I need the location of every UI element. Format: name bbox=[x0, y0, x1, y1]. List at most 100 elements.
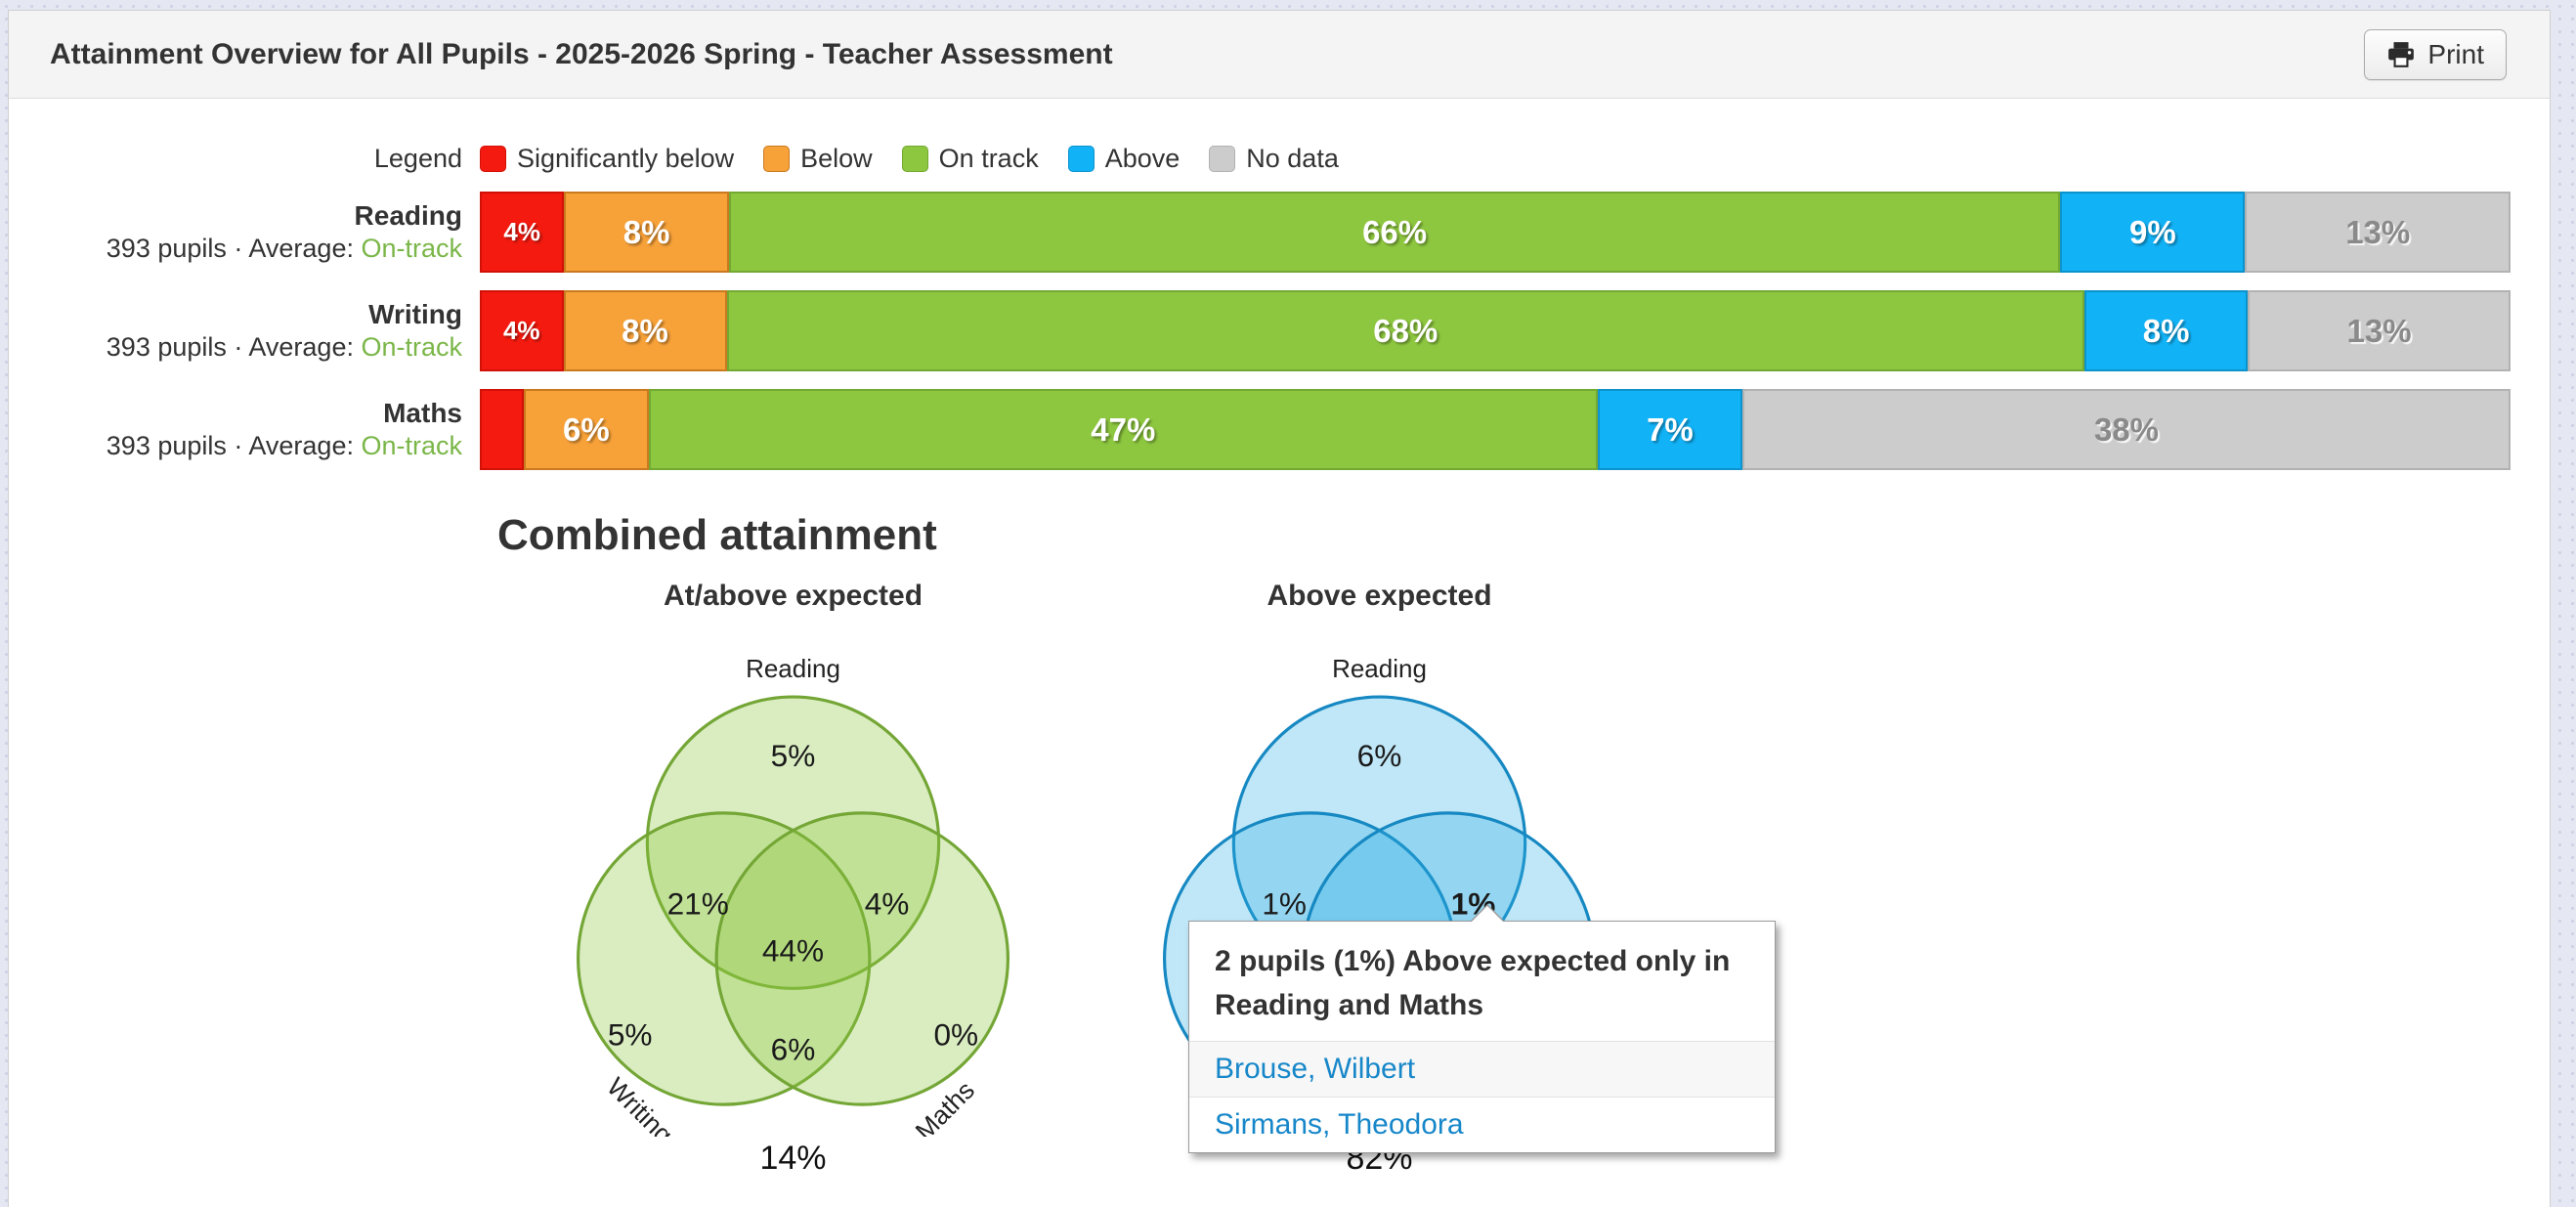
legend-item-no-data: No data bbox=[1209, 144, 1339, 174]
bar-segment-on-track[interactable]: 47% bbox=[648, 389, 1598, 470]
subject-info: 393 pupils · Average: On-track bbox=[9, 430, 462, 463]
segment-label: 68% bbox=[1373, 312, 1438, 349]
segment-label: 6% bbox=[563, 410, 610, 448]
bar-segment-below[interactable]: 8% bbox=[564, 192, 729, 273]
bar-row-maths: Maths 393 pupils · Average: On-track 6% … bbox=[9, 389, 2550, 470]
bar-segment-below[interactable]: 8% bbox=[563, 290, 727, 371]
tooltip-title: 2 pupils (1%) Above expected only in Rea… bbox=[1215, 945, 1731, 1021]
bar-segment-above[interactable]: 9% bbox=[2060, 192, 2246, 273]
segment-label: 13% bbox=[2346, 312, 2412, 349]
pupil-link[interactable]: Sirmans, Theodora bbox=[1215, 1108, 1464, 1141]
subject-average: On-track bbox=[361, 431, 462, 461]
segment-label: 8% bbox=[622, 312, 668, 349]
segment-label: 7% bbox=[1647, 410, 1694, 448]
bar-row-writing: Writing 393 pupils · Average: On-track 4… bbox=[9, 290, 2550, 371]
venn-circle-reading[interactable] bbox=[645, 695, 941, 990]
bar-segment-below[interactable]: 6% bbox=[524, 389, 649, 470]
segment-label: 38% bbox=[2093, 410, 2160, 448]
bar-segment-above[interactable]: 8% bbox=[2084, 290, 2249, 371]
venn-subtitle: At/above expected bbox=[663, 580, 923, 612]
bar-segment-no-data[interactable]: 13% bbox=[2248, 290, 2511, 371]
venn-region-reading-writing[interactable]: 1% bbox=[1262, 886, 1307, 922]
subject-name: Reading bbox=[354, 200, 462, 232]
segment-label: 9% bbox=[2128, 213, 2176, 250]
attainment-bar-writing: 4% 8% 68% 8% 13% bbox=[480, 290, 2511, 371]
bar-segment-above[interactable]: 7% bbox=[1597, 389, 1742, 470]
venn-circle-maths[interactable] bbox=[714, 811, 1009, 1106]
header-bar: Attainment Overview for All Pupils - 202… bbox=[9, 11, 2550, 99]
venn-region-reading-only[interactable]: 6% bbox=[1357, 738, 1402, 773]
segment-label: 66% bbox=[1362, 213, 1428, 250]
print-icon bbox=[2386, 41, 2416, 68]
venn-chart-green: 5% 21% 4% 44% 5% 6% 0% Writing Maths bbox=[577, 695, 1009, 1137]
legend-swatch-on-track bbox=[901, 146, 928, 172]
venn-region-all-three[interactable]: 44% bbox=[762, 933, 824, 969]
bar-segment-on-track[interactable]: 68% bbox=[726, 290, 2085, 371]
venn-region-maths-only[interactable]: 0% bbox=[934, 1016, 979, 1052]
bar-row-label-maths: Maths 393 pupils · Average: On-track bbox=[9, 396, 480, 463]
bar-row-label-reading: Reading 393 pupils · Average: On-track bbox=[9, 198, 480, 266]
venn-circle-writing[interactable] bbox=[577, 811, 872, 1106]
bar-segment-no-data[interactable]: 38% bbox=[1741, 389, 2512, 470]
subject-average: On-track bbox=[361, 234, 462, 264]
legend-item-label: No data bbox=[1246, 144, 1339, 173]
combined-attainment-title: Combined attainment bbox=[497, 511, 937, 559]
attainment-bar-reading: 4% 8% 66% 9% 13% bbox=[480, 192, 2511, 273]
bar-row-label-writing: Writing 393 pupils · Average: On-track bbox=[9, 297, 480, 365]
attainment-bar-maths: 6% 47% 7% 38% bbox=[480, 389, 2512, 470]
page-title: Attainment Overview for All Pupils - 202… bbox=[50, 37, 1113, 70]
legend-item-below: Below bbox=[763, 144, 873, 174]
legend-item-above: Above bbox=[1067, 144, 1181, 174]
print-button-label: Print bbox=[2427, 38, 2484, 69]
segment-label: 13% bbox=[2345, 213, 2411, 250]
legend-swatch-significantly-below bbox=[480, 146, 506, 172]
pupil-link[interactable]: Brouse, Wilbert bbox=[1215, 1053, 1416, 1085]
legend-item-label: Significantly below bbox=[517, 144, 735, 173]
print-button[interactable]: Print bbox=[2364, 28, 2507, 80]
subject-name: Writing bbox=[368, 299, 462, 330]
venn-at-above-expected: At/above expected Reading 5% 21% 4% 44% … bbox=[571, 580, 1015, 1178]
legend-item-label: Above bbox=[1104, 144, 1181, 173]
tooltip-pupil-row[interactable]: Sirmans, Theodora bbox=[1189, 1097, 1775, 1152]
subject-info-prefix: 393 pupils · Average: bbox=[106, 332, 362, 363]
legend-item-label: On track bbox=[938, 144, 1039, 173]
subject-name: Maths bbox=[383, 398, 462, 429]
legend-swatch-no-data bbox=[1209, 146, 1236, 172]
venn-region-reading-maths[interactable]: 4% bbox=[865, 886, 910, 922]
legend-item-on-track: On track bbox=[901, 144, 1039, 174]
venn-subtitle: Above expected bbox=[1267, 580, 1492, 612]
tooltip-pupil-row[interactable]: Brouse, Wilbert bbox=[1189, 1041, 1775, 1097]
bar-segment-significantly-below[interactable]: 4% bbox=[480, 192, 565, 273]
venn-circle-label-reading: Reading bbox=[1332, 654, 1427, 683]
bar-segment-significantly-below[interactable]: 4% bbox=[480, 290, 564, 371]
segment-label: 4% bbox=[503, 217, 540, 246]
subject-info: 393 pupils · Average: On-track bbox=[9, 233, 462, 266]
venn-outside-percentage[interactable]: 14% bbox=[759, 1140, 827, 1177]
segment-label: 8% bbox=[2142, 312, 2190, 349]
legend-item-significantly-below: Significantly below bbox=[480, 144, 734, 174]
subject-average: On-track bbox=[361, 332, 462, 363]
segment-label: 47% bbox=[1091, 410, 1156, 448]
venn-region-writing-maths[interactable]: 6% bbox=[771, 1032, 816, 1067]
legend-label: Legend bbox=[373, 144, 462, 173]
venn-region-reading-only[interactable]: 5% bbox=[771, 738, 816, 773]
bar-segment-on-track[interactable]: 66% bbox=[728, 192, 2061, 273]
legend: Legend Significantly below Below On trac… bbox=[9, 144, 2550, 174]
venn-region-writing-only[interactable]: 5% bbox=[608, 1016, 653, 1052]
bar-segment-significantly-below[interactable] bbox=[480, 389, 525, 470]
legend-swatch-below bbox=[763, 146, 791, 172]
segment-label: 8% bbox=[623, 213, 670, 250]
subject-info-prefix: 393 pupils · Average: bbox=[106, 431, 362, 461]
venn-region-reading-writing[interactable]: 21% bbox=[667, 886, 729, 922]
bar-segment-no-data[interactable]: 13% bbox=[2245, 192, 2511, 273]
legend-swatch-above bbox=[1067, 146, 1095, 172]
legend-item-label: Below bbox=[800, 144, 873, 173]
subject-info: 393 pupils · Average: On-track bbox=[9, 331, 462, 365]
bar-row-reading: Reading 393 pupils · Average: On-track 4… bbox=[9, 192, 2550, 273]
subject-info-prefix: 393 pupils · Average: bbox=[106, 234, 362, 264]
main-panel: Attainment Overview for All Pupils - 202… bbox=[8, 10, 2551, 1207]
legend-items: Significantly below Below On track Above… bbox=[480, 144, 1339, 174]
segment-label: 4% bbox=[502, 316, 540, 345]
venn-region-tooltip: 2 pupils (1%) Above expected only in Rea… bbox=[1188, 904, 1776, 1153]
